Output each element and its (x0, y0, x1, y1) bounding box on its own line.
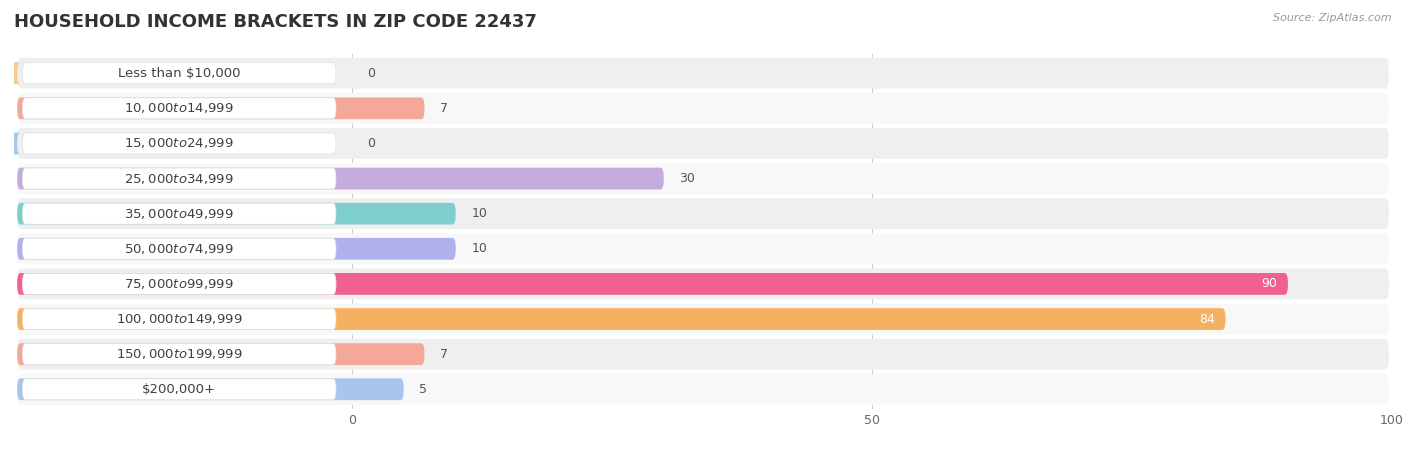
FancyBboxPatch shape (17, 163, 1389, 194)
FancyBboxPatch shape (22, 379, 336, 400)
FancyBboxPatch shape (17, 93, 1389, 124)
FancyBboxPatch shape (22, 343, 336, 365)
Text: $75,000 to $99,999: $75,000 to $99,999 (124, 277, 233, 291)
Text: Less than $10,000: Less than $10,000 (118, 67, 240, 79)
FancyBboxPatch shape (17, 167, 664, 189)
FancyBboxPatch shape (17, 343, 425, 365)
Text: HOUSEHOLD INCOME BRACKETS IN ZIP CODE 22437: HOUSEHOLD INCOME BRACKETS IN ZIP CODE 22… (14, 13, 537, 31)
Text: $25,000 to $34,999: $25,000 to $34,999 (124, 172, 233, 185)
FancyBboxPatch shape (17, 233, 1389, 264)
FancyBboxPatch shape (17, 203, 456, 224)
Text: $35,000 to $49,999: $35,000 to $49,999 (124, 207, 233, 220)
FancyBboxPatch shape (22, 308, 336, 330)
FancyBboxPatch shape (22, 63, 336, 84)
FancyBboxPatch shape (17, 308, 1226, 330)
Text: $15,000 to $24,999: $15,000 to $24,999 (124, 136, 233, 150)
Text: $100,000 to $149,999: $100,000 to $149,999 (115, 312, 242, 326)
FancyBboxPatch shape (17, 58, 1389, 88)
FancyBboxPatch shape (22, 273, 336, 295)
FancyBboxPatch shape (17, 379, 404, 400)
Text: 0: 0 (367, 67, 375, 79)
FancyBboxPatch shape (22, 203, 336, 224)
Text: $50,000 to $74,999: $50,000 to $74,999 (124, 242, 233, 256)
Text: $10,000 to $14,999: $10,000 to $14,999 (124, 101, 233, 115)
Text: $150,000 to $199,999: $150,000 to $199,999 (115, 347, 242, 361)
FancyBboxPatch shape (17, 97, 425, 119)
FancyBboxPatch shape (22, 238, 336, 260)
Text: 10: 10 (471, 207, 486, 220)
Text: 7: 7 (440, 102, 449, 115)
FancyBboxPatch shape (17, 304, 1389, 335)
FancyBboxPatch shape (17, 238, 456, 260)
FancyBboxPatch shape (17, 269, 1389, 299)
FancyBboxPatch shape (11, 62, 20, 84)
FancyBboxPatch shape (17, 198, 1389, 229)
Text: 0: 0 (367, 137, 375, 150)
Text: 7: 7 (440, 348, 449, 361)
Text: 84: 84 (1199, 313, 1215, 326)
FancyBboxPatch shape (22, 168, 336, 189)
Text: $200,000+: $200,000+ (142, 383, 217, 396)
FancyBboxPatch shape (11, 132, 20, 154)
Text: 10: 10 (471, 242, 486, 255)
Text: 90: 90 (1261, 277, 1278, 291)
FancyBboxPatch shape (17, 374, 1389, 405)
Text: 30: 30 (679, 172, 695, 185)
Text: Source: ZipAtlas.com: Source: ZipAtlas.com (1274, 13, 1392, 23)
FancyBboxPatch shape (22, 98, 336, 119)
FancyBboxPatch shape (17, 128, 1389, 159)
Text: 5: 5 (419, 383, 427, 396)
FancyBboxPatch shape (22, 133, 336, 154)
FancyBboxPatch shape (17, 339, 1389, 370)
FancyBboxPatch shape (17, 273, 1288, 295)
